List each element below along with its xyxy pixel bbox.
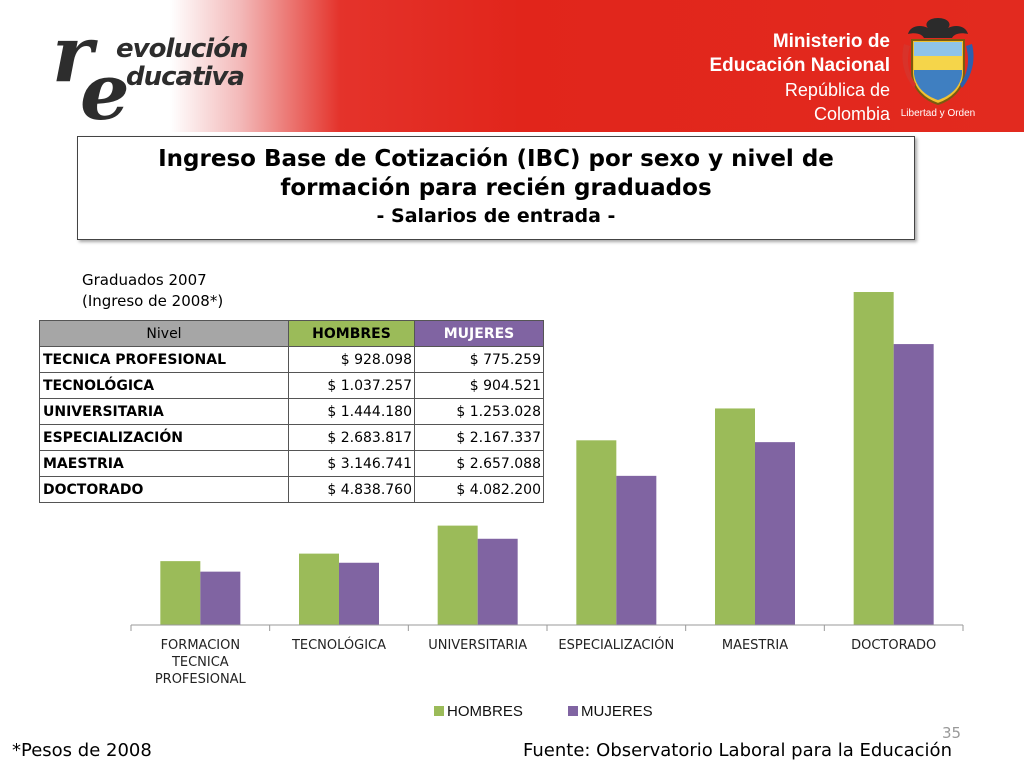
coat-of-arms-icon: Libertad y Orden [898,14,978,122]
header-background [0,0,1024,132]
table-row: TECNOLÓGICA $ 1.037.257 $ 904.521 [39,372,544,399]
cell-mujeres: $ 2.167.337 [414,424,544,451]
bar-mujeres-3 [616,475,657,625]
legend-label: HOMBRES [447,703,523,720]
cell-nivel: UNIVERSITARIA [39,398,289,425]
cell-mujeres: $ 2.657.088 [414,450,544,477]
table-row: ESPECIALIZACIÓN $ 2.683.817 $ 2.167.337 [39,424,544,451]
ministerio-line-1: Ministerio de [772,31,890,52]
bar-hombres-0 [160,561,201,625]
cell-mujeres: $ 4.082.200 [414,476,544,503]
title-line-2: formación para recién graduados [280,175,712,201]
bar-mujeres-0 [200,571,241,625]
x-tick-label: FORMACION TECNICA PROFESIONAL [155,638,247,687]
cell-hombres: $ 4.838.760 [288,476,415,503]
legend-swatch [434,706,444,716]
ministerio-text: Ministerio de Educación Nacional Repúbli… [705,30,890,126]
x-tick-label: MAESTRIA [722,638,788,653]
x-tick-label: TECNOLÓGICA [291,637,386,653]
slide-title-box: Ingreso Base de Cotización (IBC) por sex… [77,136,915,240]
cell-nivel: MAESTRIA [39,450,289,477]
legend-label: MUJERES [581,703,653,720]
header-nivel: Nivel [39,320,289,347]
cell-nivel: ESPECIALIZACIÓN [39,424,289,451]
x-labels-layer: FORMACION TECNICA PROFESIONAL TECNOLÓGICA UN… [155,637,936,687]
bar-hombres-4 [715,408,755,625]
cell-mujeres: $ 775.259 [414,346,544,373]
salary-table: Nivel HOMBRES MUJERES TECNICA PROFESIONA… [39,320,544,503]
subtitle-line-2: (Ingreso de 2008*) [82,292,224,310]
bar-mujeres-1 [339,562,379,625]
bar-hombres-3 [576,440,617,625]
cell-nivel: DOCTORADO [39,476,289,503]
bars-layer [160,292,934,625]
cell-hombres: $ 1.037.257 [288,372,415,399]
bar-hombres-2 [437,525,478,625]
bar-hombres-1 [299,553,339,625]
slide-header: r e evolución ducativa Ministerio de Edu… [0,0,1024,132]
footer-note: *Pesos de 2008 [12,740,152,761]
cell-hombres: $ 3.146.741 [288,450,415,477]
bar-mujeres-5 [893,344,934,625]
x-ticks-layer [130,625,964,631]
logo-word-1: evolución [116,34,249,64]
legend: HOMBRES MUJERES [434,703,653,720]
cell-mujeres: $ 1.253.028 [414,398,544,425]
logo-word-2: ducativa [126,62,245,92]
title-line-3: - Salarios de entrada - [376,205,616,227]
x-tick-label: ESPECIALIZACIÓN [558,637,674,653]
motto-text: Libertad y Orden [900,108,976,119]
table-row: TECNICA PROFESIONAL $ 928.098 $ 775.259 [39,346,544,373]
cell-nivel: TECNOLÓGICA [39,372,289,399]
page-number: 35 [942,724,962,742]
ministerio-line-3: República de Colombia [784,80,890,124]
coat-of-arms-drawing [902,18,974,106]
title-line-1: Ingreso Base de Cotización (IBC) por sex… [158,146,834,172]
table-row: MAESTRIA $ 3.146.741 $ 2.657.088 [39,450,544,477]
cell-hombres: $ 1.444.180 [288,398,415,425]
ministerio-line-2: Educación Nacional [709,55,890,76]
table-row: UNIVERSITARIA $ 1.444.180 $ 1.253.028 [39,398,544,425]
x-tick-label: UNIVERSITARIA [428,638,527,653]
subtitle-line-1: Graduados 2007 [82,271,207,289]
cell-hombres: $ 2.683.817 [288,424,415,451]
cell-hombres: $ 928.098 [288,346,415,373]
subtitle: Graduados 2007 (Ingreso de 2008*) [82,270,223,312]
table-row: DOCTORADO $ 4.838.760 $ 4.082.200 [39,476,544,503]
bar-hombres-5 [853,292,894,625]
legend-swatch [568,706,578,716]
footer-source: Fuente: Observatorio Laboral para la Edu… [523,740,952,761]
revolucion-educativa-logo: r e evolución ducativa [52,9,249,138]
cell-nivel: TECNICA PROFESIONAL [39,346,289,373]
bar-mujeres-4 [755,442,795,625]
header-hombres: HOMBRES [288,320,415,347]
header-mujeres: MUJERES [414,320,544,347]
bar-mujeres-2 [477,538,518,625]
cell-mujeres: $ 904.521 [414,372,544,399]
x-tick-label: DOCTORADO [851,638,936,653]
table-header-row: Nivel HOMBRES MUJERES [39,320,544,347]
